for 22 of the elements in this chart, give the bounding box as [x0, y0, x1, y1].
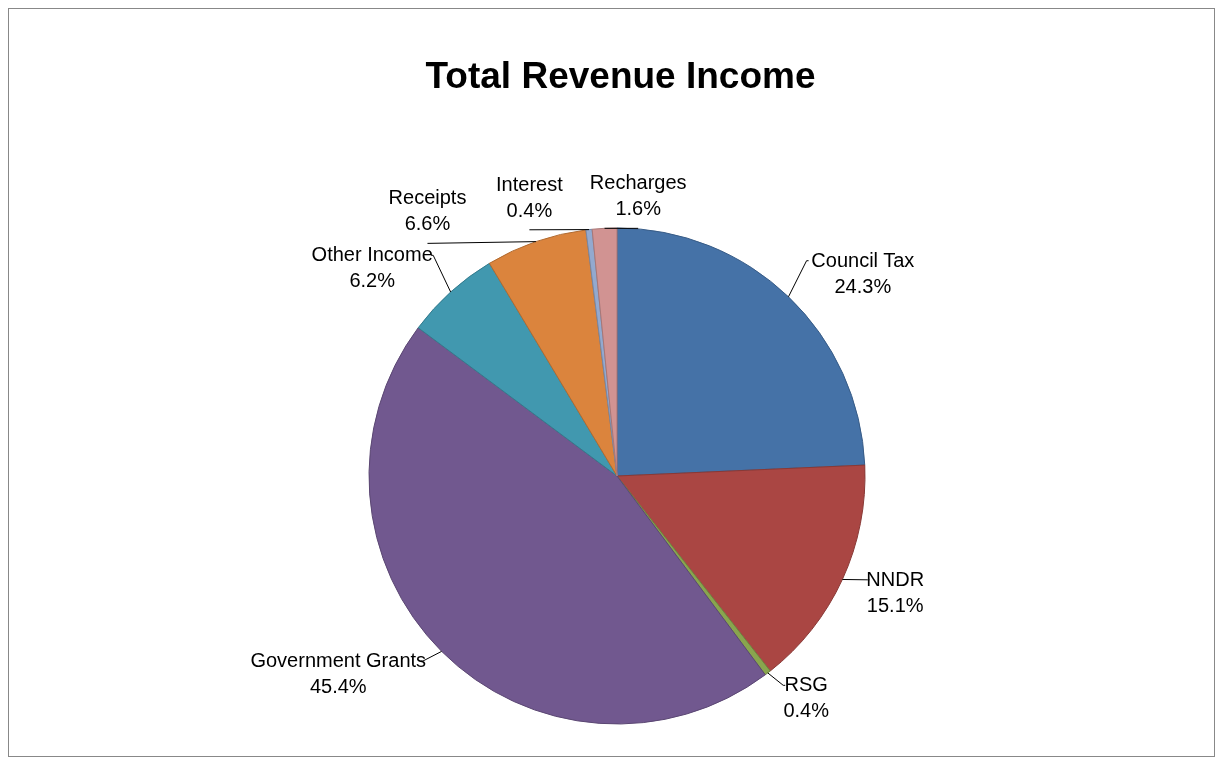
pie-slice: [616, 464, 866, 672]
slice-label: RSG: [784, 673, 828, 696]
data-label: 6.2%: [349, 269, 396, 292]
data-label: 1.6%: [615, 197, 662, 220]
data-label: 45.4%: [309, 674, 367, 697]
pie-slice: [417, 262, 618, 477]
slice-label: Government Grants: [250, 648, 427, 671]
slice-label: NNDR: [866, 567, 925, 590]
pie-slice: [368, 327, 766, 725]
slice-label: Other Income: [311, 243, 433, 266]
slice-label: Recharges: [589, 171, 687, 194]
data-label: 15.1%: [866, 593, 924, 616]
chart-title: Total Revenue Income: [425, 55, 816, 96]
data-label: 6.6%: [404, 212, 451, 235]
slice-label: Receipts: [388, 186, 467, 209]
data-label: 0.4%: [506, 198, 553, 221]
data-label: 24.3%: [834, 274, 892, 297]
slice-label: Interest: [496, 172, 564, 195]
slice-label: Council Tax: [811, 248, 915, 271]
pie-slice: [488, 229, 618, 477]
pie-slice: [591, 227, 618, 477]
data-label: 0.4%: [783, 699, 830, 722]
